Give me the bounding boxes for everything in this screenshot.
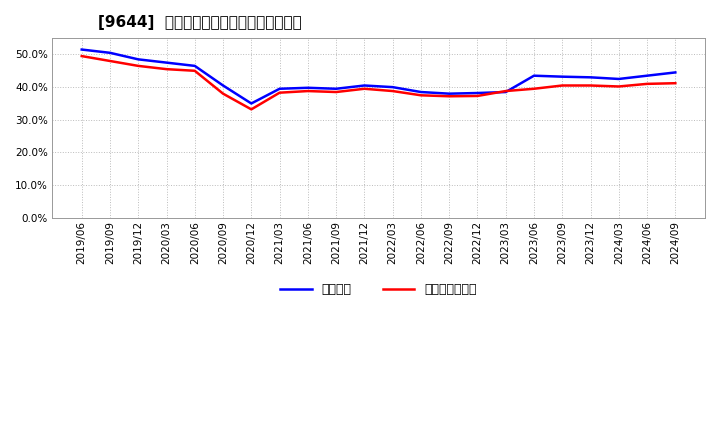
固定長期適合率	[247, 107, 256, 112]
固定長期適合率	[445, 94, 454, 99]
固定長期適合率	[558, 83, 567, 88]
固定比率	[473, 90, 482, 95]
固定比率	[162, 60, 171, 65]
固定比率	[360, 83, 369, 88]
固定比率	[275, 86, 284, 92]
固定比率	[671, 70, 680, 75]
固定比率	[445, 91, 454, 96]
Text: [9644]  固定比率、固定長期適合率の推移: [9644] 固定比率、固定長期適合率の推移	[98, 15, 302, 30]
固定長期適合率	[78, 53, 86, 59]
固定比率	[134, 57, 143, 62]
固定長期適合率	[191, 68, 199, 73]
固定長期適合率	[219, 91, 228, 96]
固定長期適合率	[586, 83, 595, 88]
固定比率	[247, 101, 256, 106]
固定比率	[219, 83, 228, 88]
固定長期適合率	[275, 90, 284, 95]
固定比率	[388, 84, 397, 90]
固定比率	[501, 89, 510, 95]
固定比率	[78, 47, 86, 52]
Line: 固定比率: 固定比率	[82, 50, 675, 103]
固定比率	[332, 86, 341, 92]
固定長期適合率	[388, 88, 397, 94]
固定長期適合率	[417, 93, 426, 98]
固定比率	[106, 50, 114, 55]
固定長期適合率	[671, 81, 680, 86]
固定長期適合率	[360, 86, 369, 92]
固定長期適合率	[643, 81, 652, 87]
固定比率	[417, 89, 426, 95]
固定長期適合率	[304, 88, 312, 94]
Legend: 固定比率, 固定長期適合率: 固定比率, 固定長期適合率	[275, 279, 482, 301]
固定比率	[304, 85, 312, 91]
固定長期適合率	[162, 66, 171, 72]
固定比率	[191, 63, 199, 69]
固定比率	[614, 76, 623, 81]
固定長期適合率	[473, 93, 482, 99]
固定長期適合率	[332, 89, 341, 95]
固定長期適合率	[530, 86, 539, 92]
Line: 固定長期適合率: 固定長期適合率	[82, 56, 675, 110]
固定比率	[530, 73, 539, 78]
固定比率	[558, 74, 567, 79]
固定長期適合率	[501, 88, 510, 94]
固定長期適合率	[106, 59, 114, 64]
固定比率	[643, 73, 652, 78]
固定長期適合率	[134, 63, 143, 69]
固定長期適合率	[614, 84, 623, 89]
固定比率	[586, 75, 595, 80]
